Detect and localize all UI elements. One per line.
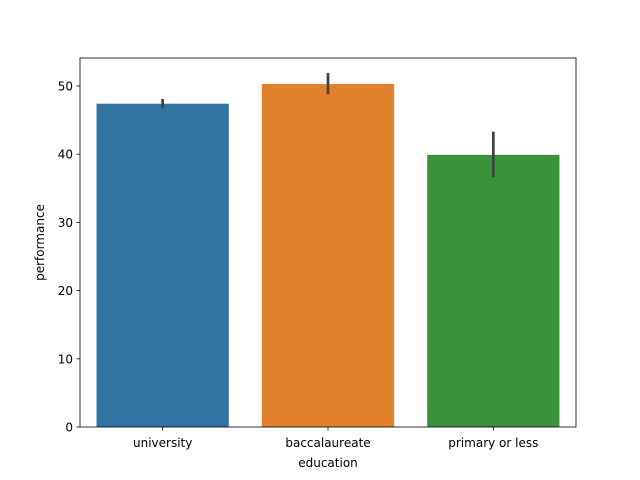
y-axis-label: performance	[33, 204, 47, 281]
y-axis-ticks: 0 10 20 30 40 50	[58, 79, 80, 435]
x-tick-label: baccalaureate	[285, 436, 370, 450]
x-tick-label: primary or less	[448, 436, 538, 450]
y-tick-label: 40	[58, 148, 73, 162]
bar-baccalaureate	[261, 83, 395, 427]
error-bars	[161, 73, 495, 178]
y-tick-label: 0	[65, 421, 73, 435]
y-tick-label: 50	[58, 79, 73, 93]
x-tick-label: university	[133, 436, 192, 450]
bar-university	[96, 103, 229, 428]
y-tick-label: 10	[58, 352, 73, 366]
x-axis-label: education	[298, 456, 358, 470]
y-tick-label: 30	[58, 216, 73, 230]
y-tick-label: 20	[58, 284, 73, 298]
x-axis-ticks: university baccalaureate primary or less	[133, 427, 538, 450]
bars	[96, 83, 560, 428]
bar-primary-or-less	[427, 154, 560, 427]
